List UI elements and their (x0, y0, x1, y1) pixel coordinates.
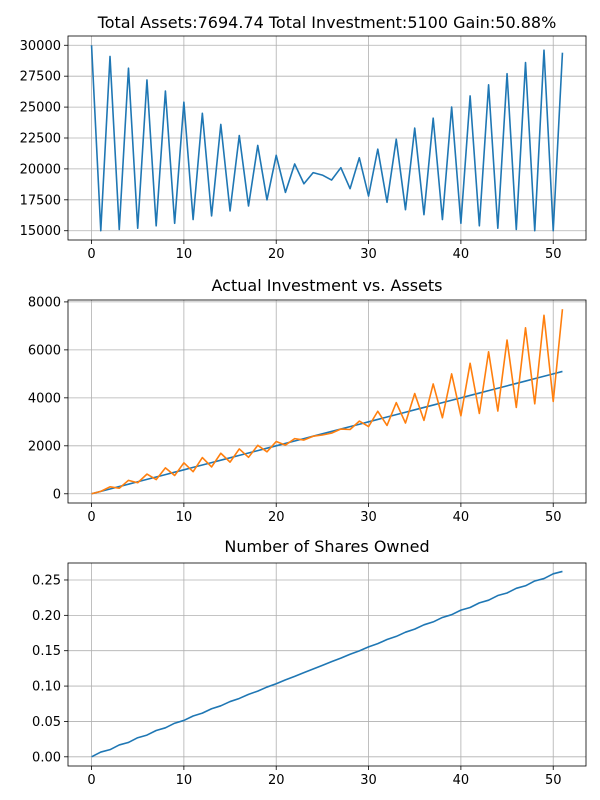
axes-frame (67, 562, 587, 767)
y-tick-label: 17500 (20, 193, 61, 208)
x-tick-label: 20 (268, 773, 285, 788)
series-line-2 (91, 309, 564, 495)
y-tick-label: 20000 (20, 162, 61, 177)
chart-title: Actual Investment vs. Assets (212, 276, 443, 295)
x-tick-label: 0 (87, 247, 95, 262)
y-tick-label: 0.10 (32, 680, 61, 695)
x-tick-label: 40 (453, 247, 470, 262)
x-tick-label: 20 (268, 510, 285, 525)
y-tick-label: 25000 (20, 101, 61, 116)
series-line-1 (91, 570, 563, 758)
x-tick-label: 30 (360, 510, 377, 525)
x-tick-label: 50 (545, 510, 562, 525)
x-tick-label: 30 (360, 247, 377, 262)
chart-panel-2: 0 10 20 30 40 50 0 2000 4000 6000 8000 Actual Inves… (28, 276, 587, 525)
y-tick-label: 27500 (20, 70, 61, 85)
y-tick-label: 15000 (20, 224, 61, 239)
x-tick-label: 20 (268, 247, 285, 262)
series-line-1 (91, 370, 563, 495)
chart-panel-1: 0 10 20 30 40 50 15000 17500 20000 22500 25000 2750… (20, 13, 587, 262)
x-tick-label: 30 (360, 773, 377, 788)
x-tick-label: 10 (176, 247, 193, 262)
y-tick-label: 0 (53, 487, 61, 502)
x-tick-label: 0 (87, 510, 95, 525)
axes-frame (67, 299, 587, 504)
x-tick-label: 40 (453, 510, 470, 525)
chart-title: Number of Shares Owned (224, 537, 429, 556)
y-tick-label: 0.05 (32, 715, 61, 730)
chart-title: Total Assets:7694.74 Total Investment:51… (97, 13, 557, 32)
y-tick-label: 0.15 (32, 644, 61, 659)
y-tick-label: 2000 (28, 439, 61, 454)
y-tick-label: 30000 (20, 39, 61, 54)
x-tick-label: 40 (453, 773, 470, 788)
x-tick-label: 50 (545, 247, 562, 262)
series-line-1 (90, 45, 564, 232)
x-tick-label: 10 (176, 510, 193, 525)
chart-panel-3: 0 10 20 30 40 50 0.00 0.05 0.10 0.15 0.20 0.25 Numbe… (32, 537, 587, 788)
x-tick-label: 10 (176, 773, 193, 788)
y-tick-label: 22500 (20, 132, 61, 147)
x-tick-label: 0 (87, 773, 95, 788)
y-tick-label: 8000 (28, 295, 61, 310)
y-tick-label: 0.25 (32, 573, 61, 588)
y-tick-label: 0.00 (32, 750, 61, 765)
y-tick-label: 0.20 (32, 609, 61, 624)
y-tick-label: 4000 (28, 391, 61, 406)
y-tick-label: 6000 (28, 343, 61, 358)
x-tick-label: 50 (545, 773, 562, 788)
